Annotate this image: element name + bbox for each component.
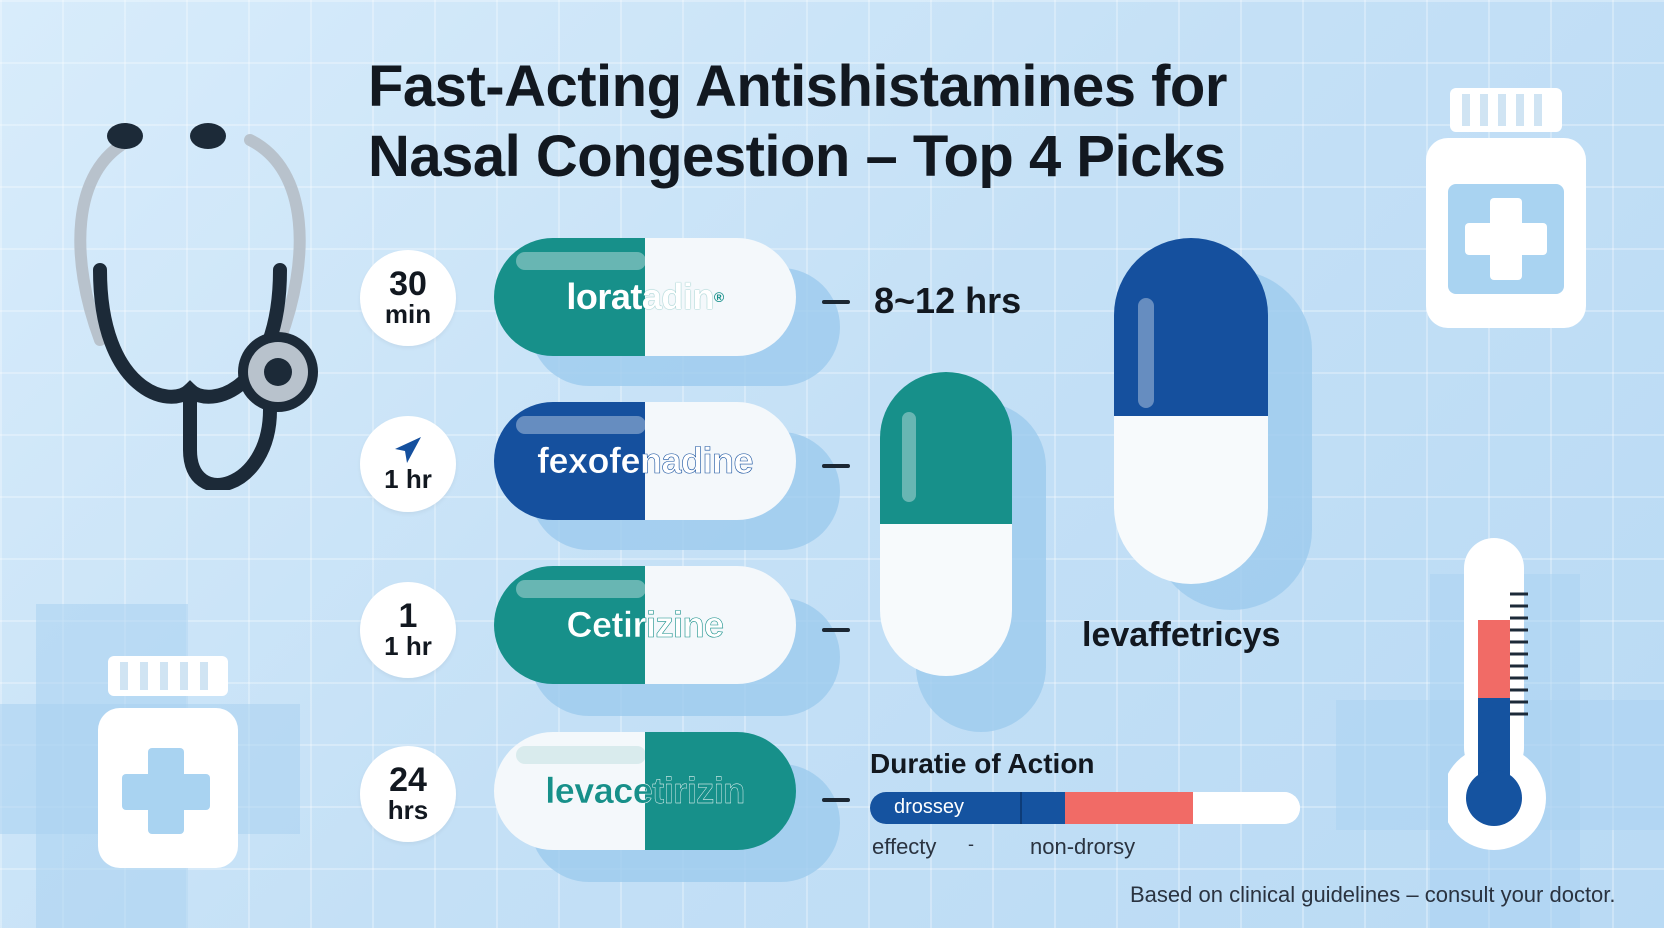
onset-unit: 1 hr bbox=[384, 464, 432, 494]
thermometer-icon bbox=[1448, 538, 1546, 850]
pill-fexofenadine: fexofenadine bbox=[494, 402, 796, 520]
capsule-top bbox=[880, 372, 1012, 524]
footer-note: Based on clinical guidelines – consult y… bbox=[1130, 882, 1616, 907]
pill-label: levacetirizin bbox=[494, 732, 796, 850]
stethoscope-icon bbox=[74, 123, 318, 490]
capsule-label: levaffetricys bbox=[1082, 616, 1281, 654]
duration-value: 8~12 hrs bbox=[874, 280, 1022, 321]
duration-bar-segment bbox=[870, 792, 1020, 824]
capsule-bottom bbox=[880, 524, 1012, 676]
duration-bar-segment bbox=[1193, 792, 1300, 824]
duration-bar-segment bbox=[1064, 792, 1193, 824]
onset-unit: min bbox=[384, 299, 432, 329]
legend-title: Duratie of Action bbox=[870, 748, 1095, 779]
onset-circle: 1 hr bbox=[360, 416, 456, 512]
pill-right-half bbox=[645, 566, 796, 684]
onset-unit: hrs bbox=[387, 795, 429, 825]
connector-dash bbox=[822, 628, 850, 632]
capsule-teal bbox=[880, 372, 1012, 676]
pill-levocetirizine: levacetirizin bbox=[494, 732, 796, 850]
duration-bar-segment bbox=[1019, 792, 1065, 824]
connector-dash bbox=[822, 464, 850, 468]
connector-dash bbox=[822, 798, 850, 802]
capsule-highlight bbox=[902, 412, 916, 502]
duration-bar bbox=[870, 792, 1300, 824]
pill-right-half bbox=[645, 402, 796, 520]
pill-left-half bbox=[494, 566, 645, 684]
onset-circle: 30 min bbox=[360, 250, 456, 346]
page-title: Fast-Acting Antishistamines for Nasal Co… bbox=[368, 52, 1348, 192]
medicine-bottle-icon-small bbox=[98, 656, 238, 868]
legend-left-caption: effecty bbox=[872, 834, 937, 859]
drug-name: loratadin bbox=[566, 276, 714, 317]
onset-circle: 24 hrs bbox=[360, 746, 456, 842]
pill-left-half bbox=[494, 732, 645, 850]
capsule-bottom bbox=[1114, 416, 1268, 584]
send-arrow-icon bbox=[395, 437, 421, 463]
onset-circle: 1 1 hr bbox=[360, 582, 456, 678]
onset-number: 1 bbox=[398, 597, 418, 635]
pill-highlight bbox=[516, 746, 646, 764]
legend-separator: - bbox=[968, 834, 974, 854]
connector-dash bbox=[822, 300, 850, 304]
drug-name: levacetirizin bbox=[545, 770, 746, 811]
pill-highlight bbox=[516, 416, 646, 434]
pill-highlight bbox=[516, 252, 646, 270]
title-line-1: Fast-Acting Antishistamines for bbox=[368, 54, 1227, 119]
title-line-2: Nasal Congestion – Top 4 Picks bbox=[368, 124, 1226, 189]
pill-highlight bbox=[516, 580, 646, 598]
drug-name-suffix: ® bbox=[713, 289, 724, 305]
pill-cetirizine: Cetirizine bbox=[494, 566, 796, 684]
onset-unit: 1 hr bbox=[384, 631, 432, 661]
pill-label: fexofenadine bbox=[494, 402, 796, 520]
onset-number: 30 bbox=[389, 265, 427, 303]
pill-right-half bbox=[645, 732, 796, 850]
legend-right-caption: non-drorsy bbox=[1030, 834, 1136, 859]
capsule-top bbox=[1114, 238, 1268, 416]
pill-label: loratadin ® bbox=[494, 238, 796, 356]
pill-label: Cetirizine bbox=[494, 566, 796, 684]
pill-left-half bbox=[494, 238, 645, 356]
pill-loratadine: loratadin ® bbox=[494, 238, 796, 356]
drug-name: Cetirizine bbox=[566, 604, 724, 646]
onset-number: 24 bbox=[389, 761, 427, 799]
capsule-highlight bbox=[1138, 298, 1154, 408]
medicine-bottle-icon bbox=[1426, 88, 1586, 328]
duration-bar-label: drossey bbox=[894, 796, 965, 818]
capsule-blue bbox=[1114, 238, 1268, 584]
pill-right-half bbox=[645, 238, 796, 356]
pill-left-half bbox=[494, 402, 645, 520]
drug-name: fexofenadine bbox=[536, 440, 754, 482]
